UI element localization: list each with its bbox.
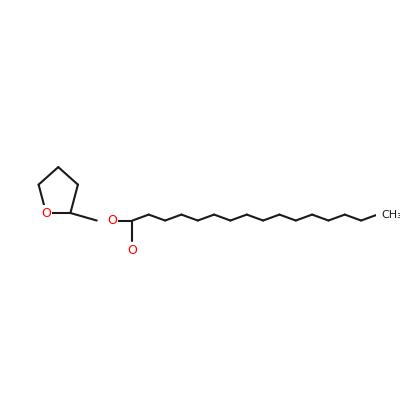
Text: O: O	[107, 214, 117, 227]
Text: CH₃: CH₃	[381, 210, 400, 220]
Text: O: O	[41, 206, 51, 220]
Text: O: O	[128, 244, 137, 257]
